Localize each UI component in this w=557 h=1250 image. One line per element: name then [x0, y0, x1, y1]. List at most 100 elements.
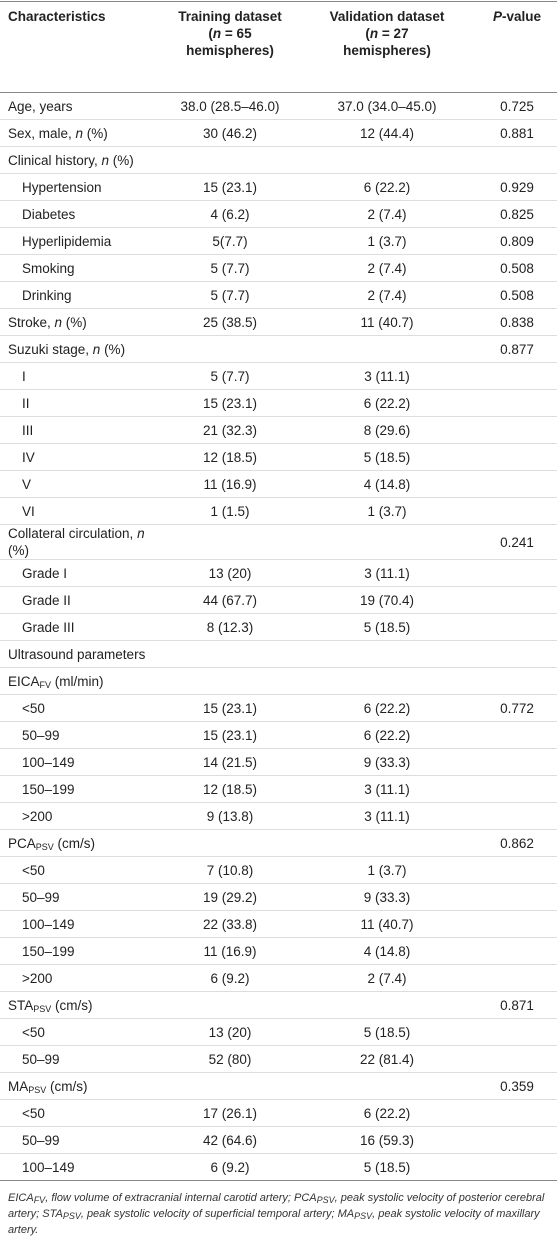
p-cell: [477, 1099, 557, 1127]
training-cell: 17 (26.1): [163, 1099, 297, 1127]
training-cell: 12 (18.5): [163, 775, 297, 803]
p-cell: 0.772: [477, 694, 557, 722]
training-cell: [163, 524, 297, 560]
row-label: Clinical history, n (%): [0, 146, 163, 174]
validation-cell: 3 (11.1): [297, 362, 477, 390]
row: Age, years 38.0 (28.5–46.0) 37.0 (34.0–45.…: [0, 92, 557, 120]
training-cell: 12 (18.5): [163, 443, 297, 471]
text-segment: , peak systolic velocity of maxillary ar…: [8, 1208, 540, 1236]
validation-cell: [297, 524, 477, 560]
sub-row: Grade I 13 (20) 3 (11.1): [0, 559, 557, 587]
p-cell: 0.929: [477, 173, 557, 201]
text-segment: n: [92, 341, 101, 357]
training-cell: 15 (23.1): [163, 389, 297, 417]
text-segment: FV: [39, 679, 52, 690]
training-cell: 21 (32.3): [163, 416, 297, 444]
validation-cell: [297, 640, 477, 668]
row-label: IV: [0, 443, 163, 471]
text-segment: Clinical history,: [8, 152, 102, 168]
p-cell: 0.725: [477, 92, 557, 120]
row: PCAPSV (cm/s) 0.862: [0, 829, 557, 857]
validation-cell: 9 (33.3): [297, 883, 477, 911]
validation-cell: 4 (14.8): [297, 470, 477, 498]
p-cell: [477, 1045, 557, 1073]
row-label: MAPSV (cm/s): [0, 1072, 163, 1100]
p-cell: 0.825: [477, 200, 557, 228]
training-cell: [163, 640, 297, 668]
p-cell: 0.881: [477, 119, 557, 147]
validation-cell: 19 (70.4): [297, 586, 477, 614]
text-segment: PSV: [316, 1195, 335, 1205]
text-segment: FV: [33, 1195, 46, 1205]
row-label: 150–199: [0, 775, 163, 803]
training-cell: [163, 335, 297, 363]
validation-cell: 2 (7.4): [297, 200, 477, 228]
text-segment: (ml/min): [51, 673, 104, 689]
row-label: Sex, male, n (%): [0, 119, 163, 147]
text-segment: P: [492, 9, 502, 24]
column-header: Training dataset (n = 65 hemispheres): [163, 1, 297, 93]
training-cell: [163, 146, 297, 174]
training-cell: 15 (23.1): [163, 721, 297, 749]
validation-cell: 12 (44.4): [297, 119, 477, 147]
validation-cell: 1 (3.7): [297, 497, 477, 525]
p-cell: [477, 964, 557, 992]
validation-cell: 1 (3.7): [297, 227, 477, 255]
text-segment: (%): [109, 152, 134, 168]
text-segment: n: [137, 526, 145, 541]
row-label: Suzuki stage, n (%): [0, 335, 163, 363]
header-text: P-value: [493, 9, 541, 24]
text-segment: (cm/s): [53, 835, 96, 851]
text-segment: n: [369, 26, 379, 41]
p-cell: 0.838: [477, 308, 557, 336]
training-cell: 7 (10.8): [163, 856, 297, 884]
training-cell: 13 (20): [163, 559, 297, 587]
row-label: STAPSV (cm/s): [0, 991, 163, 1019]
row-label: V: [0, 470, 163, 498]
text-segment: (cm/s): [46, 1078, 88, 1094]
sub-row: >200 6 (9.2) 2 (7.4): [0, 964, 557, 992]
sub-row: Grade III 8 (12.3) 5 (18.5): [0, 613, 557, 641]
training-cell: 14 (21.5): [163, 748, 297, 776]
row-label: >200: [0, 964, 163, 992]
row-label: <50: [0, 1099, 163, 1127]
text-segment: n: [75, 125, 84, 141]
validation-cell: 4 (14.8): [297, 937, 477, 965]
text-segment: PSV: [354, 1211, 373, 1221]
p-cell: 0.359: [477, 1072, 557, 1100]
validation-cell: 3 (11.1): [297, 802, 477, 830]
p-cell: 0.508: [477, 281, 557, 309]
sub-row: 150–199 11 (16.9) 4 (14.8): [0, 937, 557, 965]
row: EICAFV (ml/min): [0, 667, 557, 695]
sub-row: Smoking 5 (7.7) 2 (7.4) 0.508: [0, 254, 557, 282]
text-segment: Training dataset (: [178, 9, 282, 41]
p-cell: [477, 613, 557, 641]
sub-row: 50–99 52 (80) 22 (81.4): [0, 1045, 557, 1073]
row: Clinical history, n (%): [0, 146, 557, 174]
row-label: Smoking: [0, 254, 163, 282]
training-cell: [163, 829, 297, 857]
training-cell: 8 (12.3): [163, 613, 297, 641]
validation-cell: 11 (40.7): [297, 910, 477, 938]
p-cell: [477, 1126, 557, 1154]
training-cell: 4 (6.2): [163, 200, 297, 228]
text-segment: , peak systolic velocity of posterior ce…: [8, 1192, 545, 1220]
validation-cell: 6 (22.2): [297, 694, 477, 722]
table-head: Characteristics Training dataset (n = 65 …: [0, 1, 557, 93]
validation-cell: [297, 667, 477, 695]
row-label: 50–99: [0, 1045, 163, 1073]
text-segment: (cm/s): [51, 997, 93, 1013]
sub-row: Drinking 5 (7.7) 2 (7.4) 0.508: [0, 281, 557, 309]
training-cell: 15 (23.1): [163, 694, 297, 722]
p-cell: [477, 748, 557, 776]
sub-row: 150–199 12 (18.5) 3 (11.1): [0, 775, 557, 803]
sub-row: 100–149 22 (33.8) 11 (40.7): [0, 910, 557, 938]
row-label: Hypertension: [0, 173, 163, 201]
row-label: 50–99: [0, 883, 163, 911]
sub-row: III 21 (32.3) 8 (29.6): [0, 416, 557, 444]
row: STAPSV (cm/s) 0.871: [0, 991, 557, 1019]
p-cell: [477, 802, 557, 830]
text-segment: (%): [8, 543, 29, 558]
validation-cell: 5 (18.5): [297, 1153, 477, 1181]
training-cell: 30 (46.2): [163, 119, 297, 147]
